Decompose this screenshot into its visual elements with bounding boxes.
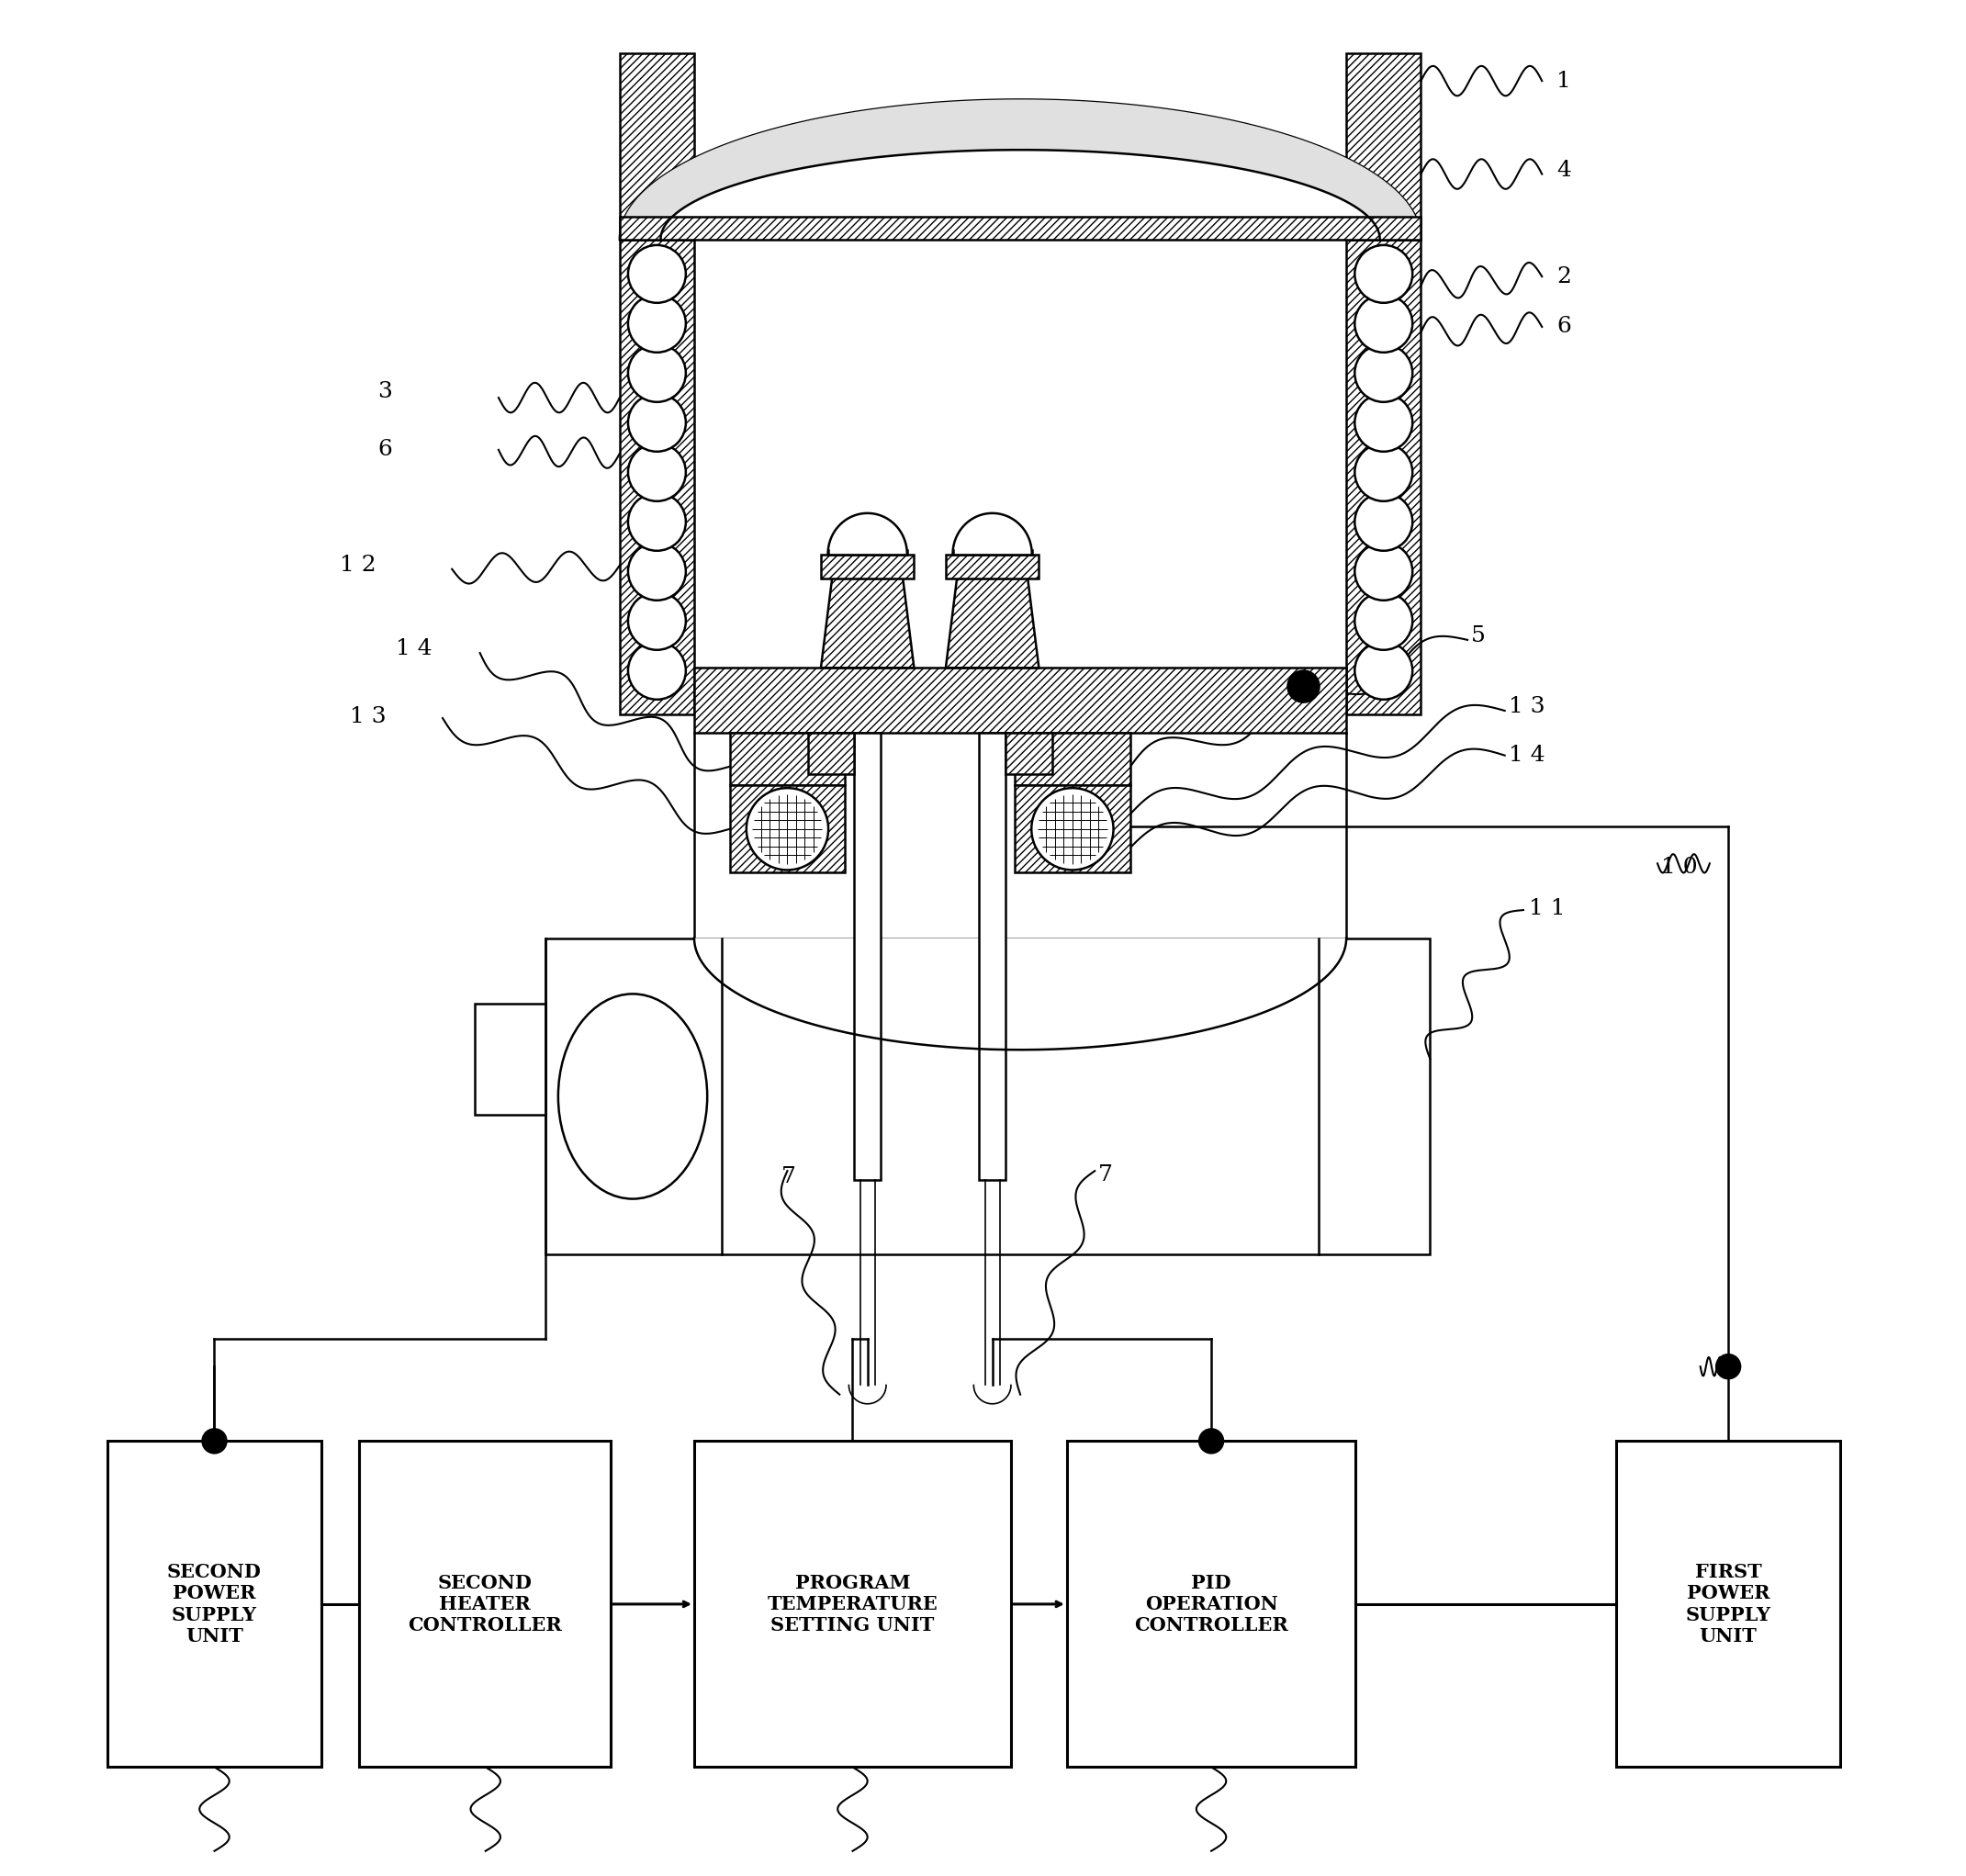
Text: 4: 4 (1557, 159, 1571, 180)
Polygon shape (828, 514, 906, 553)
Text: 2: 2 (1557, 266, 1571, 287)
Circle shape (1032, 788, 1113, 870)
Circle shape (1355, 642, 1412, 700)
Circle shape (627, 343, 686, 401)
Circle shape (1714, 1353, 1742, 1379)
Text: 1 4: 1 4 (1508, 745, 1545, 765)
Bar (619, 218, 1421, 240)
Circle shape (627, 642, 686, 700)
Bar (545, 938, 1429, 1255)
Bar (360, 1441, 609, 1767)
Text: 1 3: 1 3 (1508, 696, 1545, 717)
Circle shape (627, 443, 686, 501)
Bar (694, 668, 1347, 734)
Text: 1 6: 1 6 (480, 1467, 517, 1490)
Circle shape (1355, 295, 1412, 353)
Bar (808, 734, 855, 775)
Bar (1014, 786, 1130, 872)
Bar (619, 53, 694, 240)
Circle shape (1355, 593, 1412, 649)
Text: PID
OPERATION
CONTROLLER: PID OPERATION CONTROLLER (1134, 1574, 1288, 1634)
Circle shape (1355, 343, 1412, 401)
Text: 9: 9 (1178, 1467, 1191, 1490)
Text: 5: 5 (1471, 625, 1486, 647)
Bar (729, 734, 845, 786)
Text: 1 1: 1 1 (1530, 897, 1565, 919)
Bar (619, 240, 694, 715)
Circle shape (627, 542, 686, 600)
Text: PROGRAM
TEMPERATURE
SETTING UNIT: PROGRAM TEMPERATURE SETTING UNIT (767, 1574, 938, 1634)
Circle shape (627, 295, 686, 353)
Circle shape (627, 593, 686, 649)
Bar (1014, 734, 1130, 786)
Text: 1 3: 1 3 (350, 705, 385, 726)
Bar (1005, 734, 1052, 775)
Polygon shape (619, 99, 1421, 240)
Circle shape (627, 493, 686, 552)
Polygon shape (954, 514, 1032, 553)
Text: 1 5: 1 5 (185, 1467, 222, 1490)
Bar (729, 786, 845, 872)
Circle shape (1355, 443, 1412, 501)
Polygon shape (946, 578, 1038, 668)
Text: 8: 8 (857, 1467, 871, 1490)
Circle shape (1355, 493, 1412, 552)
Text: 6: 6 (1557, 317, 1571, 338)
Text: 1: 1 (1557, 69, 1571, 92)
Bar (1068, 1441, 1357, 1767)
Text: FIRST
POWER
SUPPLY
UNIT: FIRST POWER SUPPLY UNIT (1685, 1563, 1771, 1645)
Text: 7: 7 (782, 1167, 796, 1188)
Bar (822, 553, 914, 578)
Text: SECOND
HEATER
CONTROLLER: SECOND HEATER CONTROLLER (407, 1574, 562, 1634)
Circle shape (201, 1428, 228, 1454)
Bar (108, 1441, 322, 1767)
Text: 7: 7 (1099, 1165, 1113, 1186)
Circle shape (1355, 246, 1412, 302)
Ellipse shape (558, 994, 708, 1199)
Bar (474, 1004, 545, 1114)
Text: SECOND
POWER
SUPPLY
UNIT: SECOND POWER SUPPLY UNIT (167, 1563, 261, 1645)
Circle shape (627, 394, 686, 452)
Bar (1347, 240, 1421, 715)
Text: 6: 6 (377, 439, 391, 460)
Text: 1 2: 1 2 (340, 555, 377, 576)
Bar (946, 553, 1038, 578)
Bar (1347, 53, 1421, 240)
Circle shape (627, 246, 686, 302)
Circle shape (1355, 394, 1412, 452)
Text: 1 4: 1 4 (395, 638, 433, 660)
Bar (694, 1441, 1011, 1767)
Bar (1616, 1441, 1840, 1767)
Text: 3: 3 (377, 381, 391, 403)
Polygon shape (694, 938, 1347, 1051)
Bar (979, 734, 1005, 1180)
Circle shape (1197, 1428, 1225, 1454)
Circle shape (1355, 542, 1412, 600)
Bar (855, 734, 881, 1180)
Circle shape (1286, 670, 1321, 704)
Polygon shape (822, 578, 914, 668)
Circle shape (747, 788, 828, 870)
Text: 1 0: 1 0 (1661, 857, 1697, 878)
Polygon shape (619, 99, 1421, 240)
